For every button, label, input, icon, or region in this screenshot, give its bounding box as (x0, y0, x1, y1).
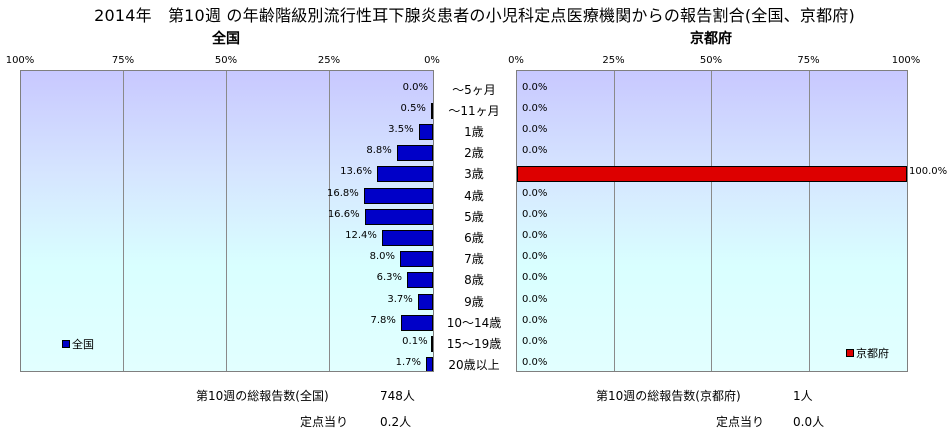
national-bar (431, 336, 433, 352)
age-category-label: 10～14歳 (446, 315, 502, 330)
kyoto-value-label: 0.0% (522, 102, 548, 114)
age-category-label: 9歳 (464, 294, 484, 309)
right-legend-label: 京都府 (856, 347, 889, 360)
left-legend: 全国 (62, 336, 94, 352)
left-tick-label: 25% (317, 55, 341, 66)
left-tick-label: 75% (111, 55, 135, 66)
national-bar (417, 293, 433, 310)
right-gridline (613, 71, 615, 371)
national-value-label: 12.4% (345, 230, 377, 241)
national-bar (400, 251, 433, 268)
left-panel-title: 全国 (212, 31, 240, 47)
left-tick-label: 0% (424, 55, 440, 66)
right-per-label: 定点当り (716, 415, 765, 429)
national-bar (407, 272, 433, 289)
national-bar (400, 314, 433, 331)
right-panel-title: 京都府 (690, 31, 732, 47)
kyoto-value-label: 100.0% (909, 166, 948, 178)
kyoto-value-label: 0.0% (522, 124, 548, 135)
age-category-label: 1歳 (464, 125, 484, 139)
right-gridline (808, 71, 810, 371)
national-value-label: 13.6% (340, 166, 372, 178)
national-bar (430, 102, 433, 119)
kyoto-value-label: 0.0% (522, 230, 548, 241)
age-category-label: 7歳 (464, 252, 484, 267)
national-bar (396, 145, 433, 162)
kyoto-value-label: 0.0% (522, 336, 548, 347)
left-plot-area (20, 70, 434, 372)
national-value-label: 6.3% (376, 272, 403, 284)
national-value-label: 0.5% (400, 102, 426, 114)
legend-swatch-kyoto (846, 349, 854, 357)
left-total-label: 第10週の総報告数(全国) (196, 389, 329, 403)
national-value-label: 8.0% (369, 251, 396, 263)
right-total-value: 1人 (793, 389, 813, 403)
age-category-label: 5歳 (464, 209, 484, 224)
kyoto-value-label: 0.0% (522, 187, 548, 199)
national-bar (363, 187, 433, 204)
right-legend: 京都府 (846, 345, 889, 361)
left-tick-label: 100% (5, 55, 35, 66)
right-per-value: 0.0人 (793, 415, 825, 429)
national-value-label: 3.7% (387, 293, 413, 305)
left-per-value: 0.2人 (380, 415, 412, 429)
right-gridline (711, 71, 712, 371)
kyoto-value-label: 0.0% (522, 357, 548, 369)
age-category-label: 20歳以上 (448, 358, 500, 373)
kyoto-value-label: 0.0% (522, 272, 548, 284)
kyoto-value-label: 0.0% (522, 145, 548, 157)
kyoto-value-label: 0.0% (522, 208, 548, 220)
left-gridline (226, 71, 227, 371)
left-gridline (123, 71, 124, 371)
left-total-value: 748人 (380, 389, 415, 403)
national-bar (418, 124, 433, 140)
national-value-label: 1.7% (395, 357, 421, 369)
left-per-label: 定点当り (300, 415, 349, 429)
national-bar (364, 208, 433, 225)
chart-title: 2014年 第10週 の年齢階級別流行性耳下腺炎患者の小児科定点医療機関からの報… (94, 6, 855, 25)
left-legend-label: 全国 (72, 338, 94, 351)
right-tick-label: 100% (891, 55, 921, 66)
national-value-label: 8.8% (366, 145, 392, 157)
age-category-label: 3歳 (464, 167, 484, 182)
age-category-label: 8歳 (464, 273, 484, 288)
national-value-label: 0.1% (402, 336, 428, 347)
national-value-label: 16.6% (327, 208, 360, 220)
national-value-label: 3.5% (388, 124, 414, 135)
right-total-label: 第10週の総報告数(京都府) (596, 389, 741, 403)
age-category-label: 2歳 (464, 146, 484, 161)
national-bar (381, 230, 433, 246)
right-tick-label: 75% (797, 55, 820, 66)
national-bar (425, 357, 433, 371)
national-bar (376, 166, 433, 183)
age-category-label: 15～19歳 (446, 337, 502, 351)
kyoto-bar (517, 166, 907, 183)
left-tick-label: 50% (214, 55, 238, 66)
national-value-label: 7.8% (370, 314, 396, 326)
left-gridline (329, 71, 330, 371)
national-value-label: 16.8% (327, 187, 359, 199)
right-tick-label: 0% (508, 55, 524, 66)
age-category-label: 4歳 (464, 188, 484, 203)
kyoto-value-label: 0.0% (522, 293, 548, 305)
age-category-label: ～5ヶ月 (452, 82, 496, 97)
right-tick-label: 25% (602, 55, 625, 66)
legend-swatch-national (62, 340, 70, 348)
kyoto-value-label: 0.0% (522, 314, 548, 326)
right-plot-area (516, 70, 908, 372)
right-tick-label: 50% (699, 55, 723, 66)
national-value-label: 0.0% (402, 81, 428, 93)
kyoto-value-label: 0.0% (522, 251, 548, 263)
age-category-label: ～11ヶ月 (448, 103, 500, 118)
kyoto-value-label: 0.0% (522, 81, 548, 93)
age-category-label: 6歳 (464, 231, 484, 245)
